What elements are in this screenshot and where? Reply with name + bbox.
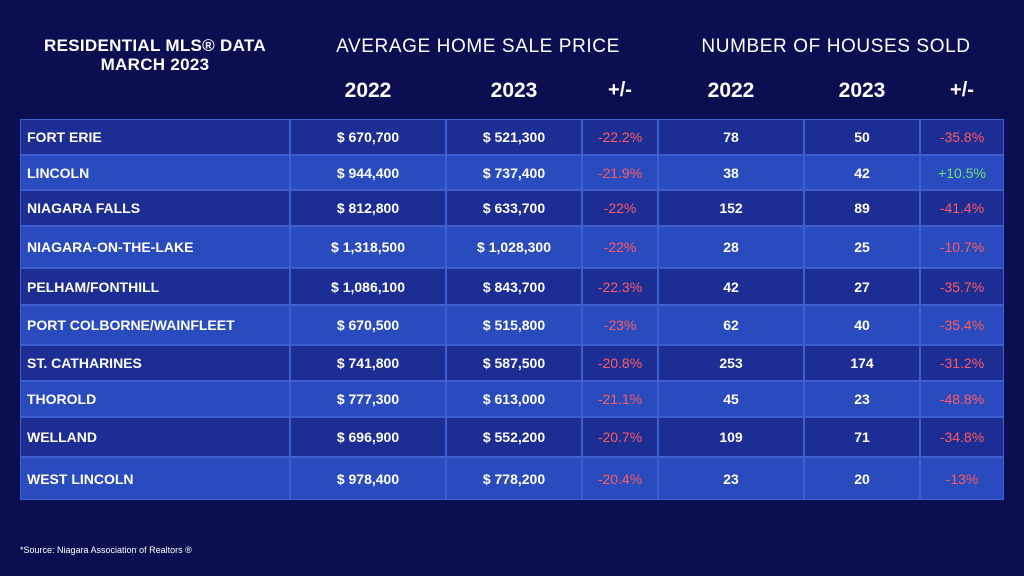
sold-change-cell: -35.8%: [920, 119, 1004, 155]
sold-2023-cell: 27: [804, 268, 920, 305]
sold-2022-cell: 23: [658, 457, 804, 500]
price-change-cell: -20.7%: [582, 417, 658, 457]
price-2022-cell: $ 1,086,100: [290, 268, 446, 305]
price-2022-cell: $ 741,800: [290, 345, 446, 381]
price-2023-cell: $ 843,700: [446, 268, 582, 305]
sold-2023-cell: 40: [804, 305, 920, 345]
price-2022-cell: $ 944,400: [290, 155, 446, 190]
area-cell: PORT COLBORNE/WAINFLEET: [20, 305, 290, 345]
price-change-cell: -21.9%: [582, 155, 658, 190]
sold-change-cell: -34.8%: [920, 417, 1004, 457]
price-change-cell: -22.2%: [582, 119, 658, 155]
price-2022-cell: $ 696,900: [290, 417, 446, 457]
sold-2023-cell: 20: [804, 457, 920, 500]
sold-2023-cell: 23: [804, 381, 920, 417]
price-change-cell: -22%: [582, 226, 658, 268]
area-cell: LINCOLN: [20, 155, 290, 190]
price-2023-cell: $ 552,200: [446, 417, 582, 457]
area-cell: FORT ERIE: [20, 119, 290, 155]
area-cell: NIAGARA-ON-THE-LAKE: [20, 226, 290, 268]
price-2022-header: 2022: [344, 79, 392, 102]
sold-2022-cell: 45: [658, 381, 804, 417]
sold-2022-header: 2022: [707, 79, 755, 102]
price-2023-cell: $ 778,200: [446, 457, 582, 500]
area-cell: WEST LINCOLN: [20, 457, 290, 500]
price-change-header: +/-: [608, 79, 632, 101]
sold-2022-cell: 78: [658, 119, 804, 155]
sold-change-cell: -41.4%: [920, 190, 1004, 226]
price-2023-cell: $ 515,800: [446, 305, 582, 345]
price-2022-cell: $ 670,700: [290, 119, 446, 155]
avg-price-group-header: AVERAGE HOME SALE PRICE: [336, 36, 620, 57]
sold-2022-cell: 42: [658, 268, 804, 305]
price-2023-cell: $ 521,300: [446, 119, 582, 155]
sold-2023-cell: 42: [804, 155, 920, 190]
area-cell: WELLAND: [20, 417, 290, 457]
price-2022-cell: $ 812,800: [290, 190, 446, 226]
sold-2022-cell: 152: [658, 190, 804, 226]
source-note: *Source: Niagara Association of Realtors…: [20, 545, 192, 555]
sold-change-cell: -13%: [920, 457, 1004, 500]
sold-change-cell: -31.2%: [920, 345, 1004, 381]
price-2022-cell: $ 777,300: [290, 381, 446, 417]
price-2023-cell: $ 613,000: [446, 381, 582, 417]
price-2023-header: 2023: [490, 79, 538, 102]
price-change-cell: -20.8%: [582, 345, 658, 381]
sold-2022-cell: 38: [658, 155, 804, 190]
area-cell: THOROLD: [20, 381, 290, 417]
sold-2023-cell: 89: [804, 190, 920, 226]
area-cell: PELHAM/FONTHILL: [20, 268, 290, 305]
sold-2022-cell: 62: [658, 305, 804, 345]
price-2023-cell: $ 1,028,300: [446, 226, 582, 268]
price-change-cell: -22.3%: [582, 268, 658, 305]
table-title: RESIDENTIAL MLS® DATA MARCH 2023: [14, 36, 296, 74]
sold-change-cell: +10.5%: [920, 155, 1004, 190]
sold-change-cell: -48.8%: [920, 381, 1004, 417]
title-line-2: MARCH 2023: [100, 55, 210, 74]
price-2022-cell: $ 978,400: [290, 457, 446, 500]
sold-change-header: +/-: [950, 79, 974, 101]
price-2023-cell: $ 633,700: [446, 190, 582, 226]
price-change-cell: -21.1%: [582, 381, 658, 417]
sold-2023-cell: 25: [804, 226, 920, 268]
price-2023-cell: $ 587,500: [446, 345, 582, 381]
price-2022-cell: $ 1,318,500: [290, 226, 446, 268]
price-change-cell: -22%: [582, 190, 658, 226]
sold-2022-cell: 28: [658, 226, 804, 268]
sold-2023-cell: 50: [804, 119, 920, 155]
price-2023-cell: $ 737,400: [446, 155, 582, 190]
sold-change-cell: -35.7%: [920, 268, 1004, 305]
sold-2023-cell: 174: [804, 345, 920, 381]
area-cell: NIAGARA FALLS: [20, 190, 290, 226]
price-2022-cell: $ 670,500: [290, 305, 446, 345]
title-line-1: RESIDENTIAL MLS® DATA: [44, 36, 266, 55]
area-cell: ST. CATHARINES: [20, 345, 290, 381]
sold-2022-cell: 253: [658, 345, 804, 381]
price-change-cell: -20.4%: [582, 457, 658, 500]
sold-2023-cell: 71: [804, 417, 920, 457]
houses-sold-group-header: NUMBER OF HOUSES SOLD: [701, 36, 971, 57]
sold-change-cell: -35.4%: [920, 305, 1004, 345]
sold-2022-cell: 109: [658, 417, 804, 457]
sold-2023-header: 2023: [838, 79, 886, 102]
sold-change-cell: -10.7%: [920, 226, 1004, 268]
price-change-cell: -23%: [582, 305, 658, 345]
